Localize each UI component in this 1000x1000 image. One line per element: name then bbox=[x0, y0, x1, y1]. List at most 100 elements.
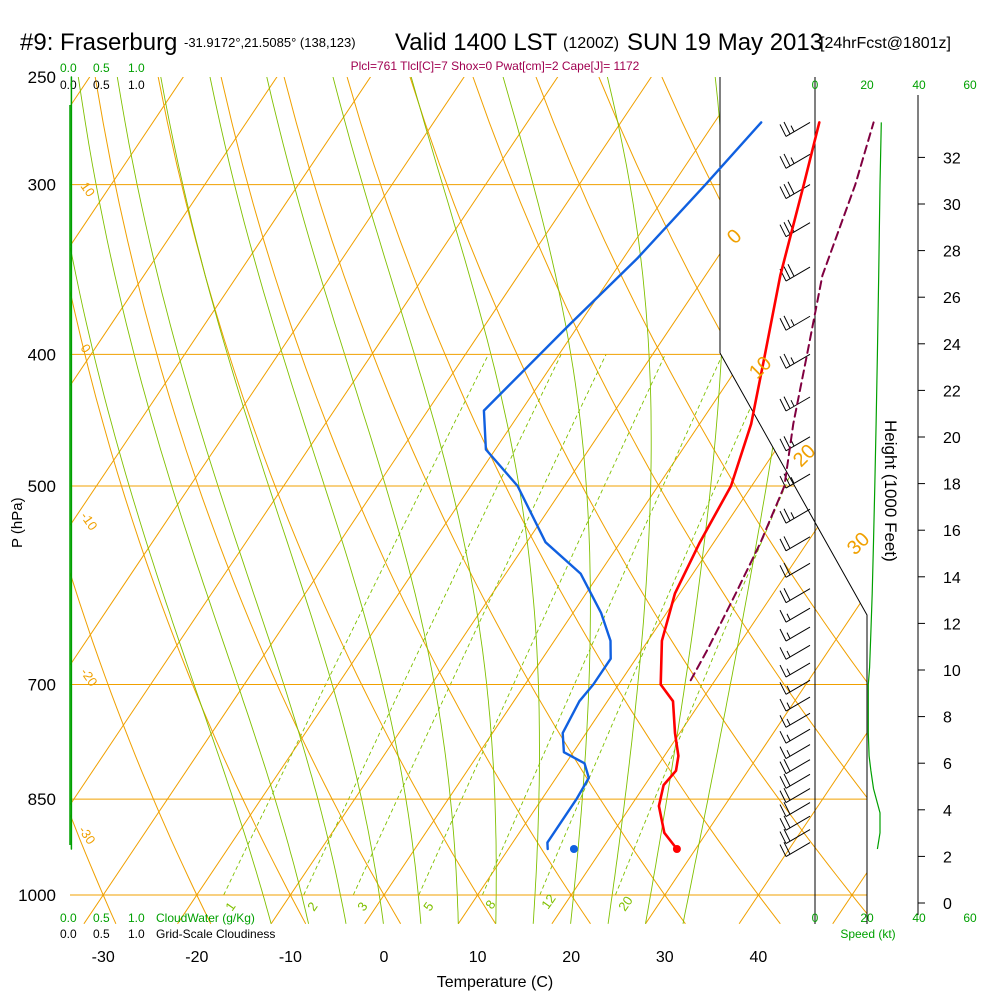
speed-tick-bottom-0: 0 bbox=[812, 911, 819, 925]
moist-adiabat-26 bbox=[601, 77, 652, 924]
wind-barb-5 bbox=[779, 315, 811, 331]
speed-tick-top-2: 40 bbox=[912, 78, 926, 92]
dry-adiabat-120 bbox=[850, 77, 867, 924]
wind-barb-20 bbox=[779, 712, 811, 728]
dry-adiabat-80 bbox=[598, 77, 867, 924]
height-tick-2: 4 bbox=[943, 803, 952, 820]
moist-adiabat-18 bbox=[404, 77, 540, 924]
isotherm--20 bbox=[177, 77, 762, 924]
isotherm-label-5: 0 bbox=[723, 225, 746, 248]
wind-barb-11 bbox=[779, 536, 811, 552]
wind-barb-16 bbox=[779, 644, 811, 660]
isotherm-10 bbox=[457, 77, 867, 924]
mixing-ratio-12 bbox=[539, 354, 775, 896]
cloud-tick-top-1: 0.5 bbox=[93, 61, 110, 75]
x-axis-label: Temperature (C) bbox=[437, 974, 553, 991]
dry-adiabat-10 bbox=[157, 77, 497, 924]
wind-barb-22 bbox=[779, 744, 811, 760]
isotherm-lines bbox=[0, 53, 867, 924]
x-tick-4: 10 bbox=[469, 949, 487, 966]
mixing-ratio-label-3: 5 bbox=[420, 899, 436, 914]
moist-adiabat-22 bbox=[495, 77, 591, 924]
p-tick-3: 500 bbox=[28, 477, 56, 496]
wind-barb-10 bbox=[779, 508, 811, 524]
pressure-ticks: 250 300 400 500 700 850 1000 bbox=[18, 68, 56, 905]
isobar-lines bbox=[70, 184, 867, 896]
cloudiness-label: Grid-Scale Cloudiness bbox=[156, 927, 275, 941]
x-tick-6: 30 bbox=[656, 949, 674, 966]
wind-barb-26 bbox=[779, 801, 811, 817]
moist-adiabat-10 bbox=[260, 77, 459, 924]
isotherm-label-0: 10 bbox=[78, 179, 99, 199]
speed-tick-bottom-3: 60 bbox=[963, 911, 977, 925]
mixing-ratio-lines bbox=[70, 77, 843, 924]
x-tick-7: 40 bbox=[750, 949, 768, 966]
series-temperature bbox=[657, 121, 821, 851]
height-tick-7: 14 bbox=[943, 570, 961, 587]
isotherm--40 bbox=[70, 77, 575, 924]
p-tick-5: 850 bbox=[28, 790, 56, 809]
dry-adiabat-40 bbox=[346, 77, 781, 924]
height-tick-15: 30 bbox=[943, 197, 961, 214]
mixing-ratio-label-1: 2 bbox=[304, 899, 320, 914]
isotherm-label-6: 10 bbox=[745, 352, 776, 383]
dry-adiabat-60 bbox=[472, 77, 867, 924]
height-tick-12: 24 bbox=[943, 337, 961, 354]
mixing-ratio-2 bbox=[303, 354, 562, 896]
isotherm--10 bbox=[270, 77, 856, 924]
cloudiness-tick-bottom-0: 0.0 bbox=[60, 927, 77, 941]
speed-tick-bottom-2: 40 bbox=[912, 911, 926, 925]
dry-adiabat-70 bbox=[535, 77, 867, 924]
p-tick-2: 400 bbox=[28, 345, 56, 364]
cloudwater-label: CloudWater (g/Kg) bbox=[156, 911, 255, 925]
dry-adiabat--30 bbox=[70, 77, 117, 924]
sounding-series bbox=[70, 76, 875, 853]
isotherm-label-3: -20 bbox=[78, 665, 101, 689]
height-tick-0: 0 bbox=[943, 896, 952, 913]
temperature-ticks: -30 -20 -10 0 10 20 30 40 bbox=[92, 949, 768, 966]
mixing-ratio-label-6: 20 bbox=[615, 893, 636, 913]
isotherm-label-2: -10 bbox=[78, 509, 101, 533]
isotherm--30 bbox=[83, 77, 668, 924]
mixing-ratio-label-5: 12 bbox=[538, 891, 559, 911]
wind-barb-21 bbox=[779, 728, 811, 744]
isotherm-50 bbox=[832, 77, 867, 924]
mixing-ratio-1 bbox=[223, 354, 489, 896]
moist-adiabat--2 bbox=[113, 77, 347, 924]
moist-adiabat-2 bbox=[156, 77, 384, 924]
mixing-ratio-3 bbox=[352, 354, 607, 896]
wind-barb-15 bbox=[779, 626, 811, 642]
height-tick-8: 16 bbox=[943, 523, 961, 540]
moist-adiabat--6 bbox=[74, 77, 310, 924]
wind-barb-28 bbox=[779, 828, 811, 844]
wind-barb-29 bbox=[779, 841, 811, 858]
height-tick-6: 12 bbox=[943, 616, 961, 633]
forecast-date: SUN 19 May 2013 bbox=[627, 29, 823, 56]
speed-axis-label: Speed (kt) bbox=[840, 927, 895, 941]
mixing-ratio-8 bbox=[481, 354, 724, 896]
speed-scale-top: 0 20 40 60 bbox=[812, 78, 977, 92]
p-tick-1: 300 bbox=[28, 176, 56, 195]
mixing-ratio-label-2: 3 bbox=[354, 899, 370, 914]
cloud-tick-bottom-1: 0.5 bbox=[93, 911, 110, 925]
p-tick-4: 700 bbox=[28, 676, 56, 695]
valid-time: Valid 1400 LST bbox=[395, 29, 558, 56]
moist-adiabat-34 bbox=[682, 77, 815, 924]
wind-barb-19 bbox=[779, 696, 811, 712]
moist-adiabat--10 bbox=[70, 77, 272, 924]
wind-barb-18 bbox=[779, 679, 811, 695]
wind-barb-24 bbox=[779, 773, 811, 789]
height-tick-4: 8 bbox=[943, 710, 952, 727]
wind-barb-1 bbox=[779, 153, 811, 169]
parcel-info: Plcl=761 Tlcl[C]=7 Shox=0 Pwat[cm]=2 Cap… bbox=[351, 59, 640, 73]
isotherm--100 bbox=[0, 53, 12, 924]
height-tick-5: 10 bbox=[943, 663, 961, 680]
wind-barb-27 bbox=[779, 815, 811, 831]
wind-speed-profile bbox=[867, 122, 882, 850]
isotherm--80 bbox=[70, 77, 200, 924]
cloudiness-tick-top-1: 0.5 bbox=[93, 78, 110, 92]
isotherm-label-8: 30 bbox=[843, 528, 874, 559]
surface-dewpoint-dot bbox=[569, 844, 578, 853]
utc-time: (1200Z) bbox=[563, 35, 619, 52]
